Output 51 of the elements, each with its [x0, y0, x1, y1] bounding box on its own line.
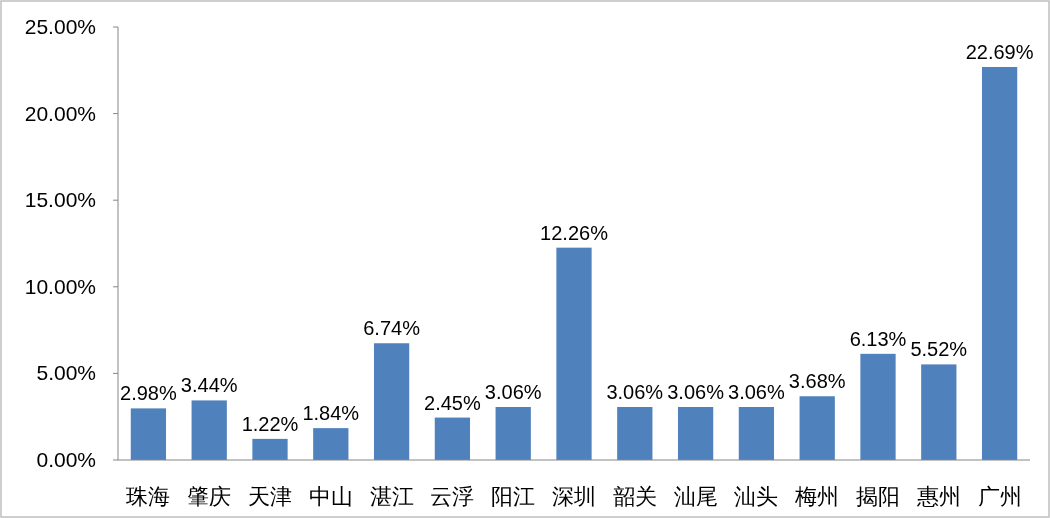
bar: [556, 247, 592, 460]
y-tick-label: 0.00%: [36, 448, 96, 471]
x-tick-label: 汕头: [734, 484, 779, 509]
x-tick-label: 天津: [248, 484, 292, 509]
x-tick-label: 深圳: [552, 484, 596, 509]
x-tick-label: 韶关: [612, 484, 657, 509]
data-label: 1.84%: [302, 402, 360, 425]
x-tick-label: 惠州: [915, 484, 961, 509]
data-label: 5.52%: [910, 338, 968, 361]
x-tick-label: 中山: [308, 484, 353, 509]
x-tick-label: 梅州: [794, 484, 840, 509]
data-label: 3.06%: [484, 381, 542, 403]
bar: [738, 407, 775, 460]
bar: [677, 407, 714, 460]
y-tick-label: 5.00%: [36, 361, 96, 385]
bar: [313, 428, 349, 460]
x-tick-label: 珠海: [126, 484, 171, 509]
data-label: 3.44%: [180, 374, 238, 397]
bar: [921, 364, 957, 460]
x-tick-label: 肇庆: [187, 484, 232, 509]
data-label: 3.06%: [728, 381, 785, 403]
bar: [373, 343, 410, 460]
data-label: 3.06%: [667, 381, 725, 403]
bar: [981, 67, 1018, 460]
data-label: 3.06%: [606, 381, 664, 403]
bar: [799, 396, 835, 460]
bar: [434, 417, 471, 460]
data-label: 22.69%: [965, 41, 1034, 64]
bar: [495, 407, 531, 460]
bar: [191, 400, 227, 460]
bar: [252, 438, 288, 460]
x-tick-label: 湛江: [369, 484, 414, 509]
y-tick-label: 10.00%: [24, 274, 96, 298]
y-tick-label: 25.00%: [24, 15, 96, 38]
x-tick-label: 阳江: [491, 484, 536, 509]
data-label: 6.74%: [363, 317, 421, 340]
data-label: 2.45%: [424, 391, 481, 414]
data-label: 6.13%: [849, 327, 907, 350]
x-tick-label: 云浮: [430, 484, 475, 509]
bar: [860, 353, 896, 460]
data-label: 2.98%: [120, 382, 177, 405]
x-tick-label: 广州: [977, 484, 1022, 509]
data-label: 12.26%: [540, 221, 609, 244]
data-label: 3.68%: [788, 370, 846, 393]
x-tick-label: 揭阳: [856, 484, 900, 509]
data-label: 1.22%: [241, 412, 299, 435]
bar: [130, 408, 167, 460]
bar: [617, 407, 653, 460]
x-tick-label: 汕尾: [673, 484, 718, 509]
y-tick-label: 20.00%: [24, 101, 96, 125]
y-tick-label: 15.00%: [24, 188, 96, 212]
